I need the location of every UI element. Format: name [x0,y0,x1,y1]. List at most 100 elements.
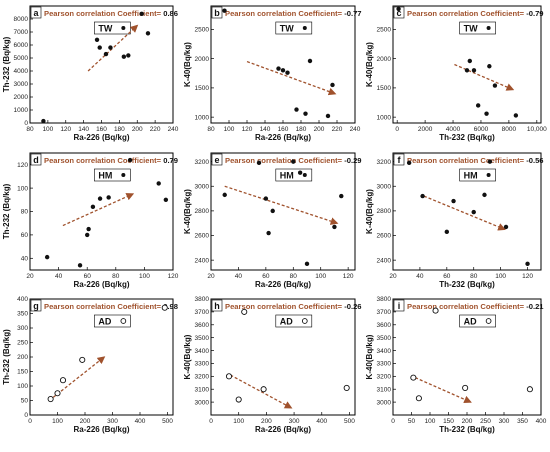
x-tick-label: 400 [316,418,327,425]
plot-frame [392,152,542,271]
data-point [256,160,262,166]
y-tick-label: 2000 [195,56,210,63]
plot-frame [210,298,356,416]
data-point [222,192,227,198]
y-axis-label: K-40(Bq/kg) [183,334,192,379]
panel-f: 20 40 60 80 100 120 2400 2600 2800 3000 3200 Th-232… [365,152,544,289]
y-axis-label: K-40(Bq/kg) [365,42,374,87]
panel-letter-box [393,153,405,166]
x-axis-label: Ra-226 (Bq/kg) [255,280,311,289]
panel-letter-box [211,6,223,19]
x-tick-label: 20 [26,273,34,280]
y-tick-label: 60 [21,232,29,239]
panel-letter-box [30,299,42,312]
y-tick-label: 2500 [195,27,210,34]
y-tick-label: 3300 [377,361,392,368]
trend-arrow [423,195,506,231]
x-tick-label: 200 [261,418,272,425]
data-point [415,395,422,402]
x-tick-label: 20 [207,273,215,280]
panel-letter: f [398,155,402,165]
x-tick-label: 500 [162,418,173,425]
data-point [330,82,335,88]
data-point [41,118,46,124]
y-tick-label: 3200 [377,159,392,166]
x-tick-label: 100 [139,273,150,280]
data-point [444,229,450,235]
data-point [44,254,50,260]
panel-letter: d [33,155,39,165]
x-tick-label: 80 [26,126,34,133]
y-tick-label: 100 [17,185,28,192]
group-legend-label: HM [280,171,294,181]
y-tick-label: 50 [21,398,29,405]
data-point [396,6,401,12]
x-tick-label: 80 [207,126,215,133]
x-tick-label: 40 [235,273,243,280]
correlation-label: Pearson correlation Coefficient= 0.79 [44,156,178,165]
y-tick-label: 7000 [14,29,29,36]
y-tick-label: 120 [17,162,28,169]
data-point [526,386,533,393]
correlation-prefix: Pearson correlation Coefficient= [407,9,526,18]
group-legend-label: AD [464,317,477,327]
y-axis-label: K-40(Bq/kg) [183,189,192,234]
group-legend-label: HM [98,171,112,181]
panel-a: 80 100 120 140 160 180 200 220 240 0 1000 2000 3000 4… [2,5,179,142]
data-point [513,113,519,118]
data-point [464,68,470,73]
panel-letter: e [214,155,219,165]
correlation-label: Pearson correlation Coefficient= -0.79 [407,9,544,18]
correlation-prefix: Pearson correlation Coefficient= [225,156,344,165]
y-tick-label: 3000 [377,399,392,406]
x-tick-label: 180 [114,126,125,133]
data-point [106,195,111,200]
y-tick-label: 3200 [377,374,392,381]
x-tick-label: 200 [462,418,473,425]
data-point [462,384,469,391]
data-point [126,53,131,58]
trend-arrow [62,193,135,227]
panel-e: 20 40 60 80 100 120 2400 2600 2800 3000 3200 Ra-226… [183,152,362,289]
x-tick-label: 150 [443,418,454,425]
x-tick-label: 300 [499,418,510,425]
x-tick-label: 120 [522,273,533,280]
y-tick-label: 6000 [14,42,29,49]
y-axis-label: K-40(Bq/kg) [365,334,374,379]
correlation-prefix: Pearson correlation Coefficient= [407,302,526,311]
group-legend-marker [485,318,492,324]
y-tick-label: 3700 [195,309,210,316]
data-point [97,196,103,201]
data-point [285,70,290,75]
data-point [47,395,54,403]
x-tick-label: 80 [112,273,120,280]
data-point [85,232,90,238]
data-point [432,307,439,314]
group-legend-marker [121,26,126,30]
correlation-value: -0.77 [344,9,361,18]
x-axis-label: Ra-226 (Bq/kg) [255,425,311,434]
x-tick-label: 240 [168,126,179,133]
correlation-value: 0.79 [163,156,178,165]
correlation-prefix: Pearson correlation Coefficient= [44,156,163,165]
panel-h: 0 100 200 300 400 500 3000 3100 3200 3300 3400 3500… [183,296,362,434]
y-tick-label: 3500 [377,335,392,342]
data-point [451,198,456,204]
data-point [163,197,169,202]
x-tick-label: 160 [278,126,289,133]
data-point [139,11,144,16]
panel-i: 0 50 100 150 200 250 300 350 400 3000 3100 3200 3300… [365,296,547,434]
data-point [94,37,100,42]
data-point [121,54,127,59]
panel-d: 20 40 60 80 100 120 40 60 80 100 120 Ra-226 (Bq/kg)… [2,152,179,289]
data-point [525,261,530,267]
x-axis-label: Ra-226 (Bq/kg) [73,425,129,434]
data-point [260,386,267,393]
data-point [241,308,248,315]
x-axis-label: Ra-226 (Bq/kg) [255,133,311,142]
data-point [492,83,498,88]
correlation-value: -0.26 [344,302,361,311]
data-point [484,111,489,116]
data-point [161,304,168,311]
